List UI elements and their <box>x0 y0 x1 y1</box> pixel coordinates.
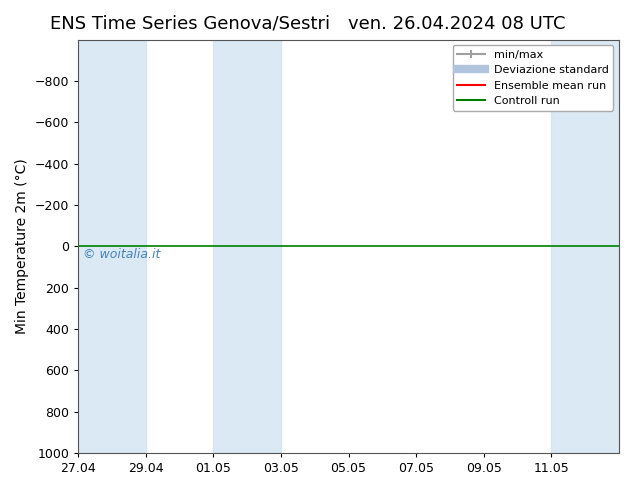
Bar <box>213 40 281 453</box>
Text: ven. 26.04.2024 08 UTC: ven. 26.04.2024 08 UTC <box>347 15 566 33</box>
Bar <box>552 40 619 453</box>
Y-axis label: Min Temperature 2m (°C): Min Temperature 2m (°C) <box>15 158 29 334</box>
Bar <box>78 40 146 453</box>
Text: © woitalia.it: © woitalia.it <box>84 248 161 261</box>
Text: ENS Time Series Genova/Sestri: ENS Time Series Genova/Sestri <box>50 15 330 33</box>
Legend: min/max, Deviazione standard, Ensemble mean run, Controll run: min/max, Deviazione standard, Ensemble m… <box>453 45 614 111</box>
